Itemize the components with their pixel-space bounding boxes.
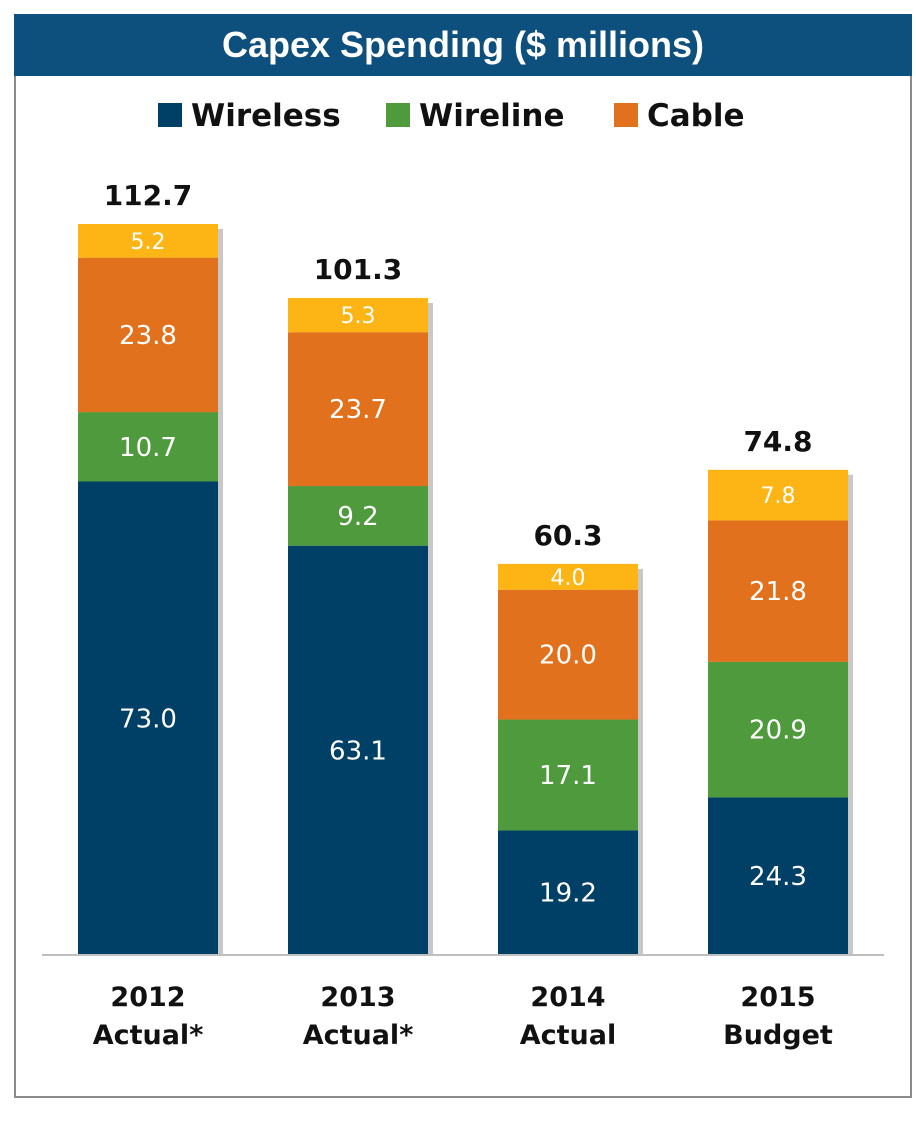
value-label-cable-segment-2014: 20.0 [539,641,597,671]
wireline-segment-2014 [498,719,638,831]
wireline-segment-2015 [708,661,848,798]
value-label-wireline-segment-2012: 10.7 [119,433,177,463]
cable-segment-2014 [498,589,638,720]
value-label-wireless-segment-2012: 73.0 [119,704,177,734]
wireline-segment-2013 [288,486,428,546]
total-label-2014: 60.3 [533,519,602,552]
legend-label-wireless: Wireless [191,98,341,134]
bar-plot-area: 73.0 10.7 23.8 5.2 112.7 63.1 9.2 23.7 5.3 101.3 1… [78,179,853,955]
category-label-2015-line1: 2015 [740,982,815,1013]
value-label-other-segment-2013: 5.3 [341,304,376,329]
wireline-segment-2012 [78,412,218,482]
total-label-2015: 74.8 [743,425,812,458]
category-label-2014-line1: 2014 [530,982,605,1013]
total-label-2012: 112.7 [104,179,193,212]
value-label-other-segment-2014: 4.0 [551,566,586,591]
wireless-segment-2012 [78,481,218,955]
value-label-cable-segment-2012: 23.8 [119,321,177,351]
category-label-2013-line2: Actual* [303,1020,414,1051]
cable-segment-2013 [288,332,428,487]
legend-swatch-cable [614,103,638,127]
total-label-2013: 101.3 [314,253,403,286]
other-segment-2015 [708,469,848,521]
category-label-2015-line2: Budget [723,1020,833,1051]
other-segment-2013 [288,297,428,333]
legend: Wireless Wireline Cable [158,98,745,134]
legend-swatch-wireline [386,103,410,127]
cable-segment-2015 [708,520,848,662]
value-label-wireless-segment-2015: 24.3 [749,862,807,892]
value-label-wireless-segment-2014: 19.2 [539,879,597,909]
value-label-wireline-segment-2014: 17.1 [539,761,597,791]
other-segment-2012 [78,224,218,258]
legend-label-wireline: Wireline [419,98,564,134]
category-label-2013-line1: 2013 [320,982,395,1013]
other-segment-2014 [498,563,638,590]
category-label-2014-line2: Actual [520,1020,617,1051]
value-label-wireline-segment-2015: 20.9 [749,716,807,746]
category-label-2012-line1: 2012 [110,982,185,1013]
cable-segment-2012 [78,257,218,413]
value-label-other-segment-2012: 5.2 [131,230,166,255]
wireless-segment-2015 [708,797,848,955]
value-label-cable-segment-2015: 21.8 [749,577,807,607]
category-labels: 2012 Actual* 2013 Actual* 2014 Actual 2015 Budg… [93,982,833,1051]
category-label-2012-line2: Actual* [93,1020,204,1051]
legend-label-cable: Cable [647,98,745,134]
legend-swatch-wireless [158,103,182,127]
wireless-segment-2014 [498,830,638,955]
value-label-other-segment-2015: 7.8 [761,484,796,509]
value-label-wireline-segment-2013: 9.2 [337,502,378,532]
chart-title: Capex Spending ($ millions) [14,14,912,76]
value-label-cable-segment-2013: 23.7 [329,395,387,425]
wireless-segment-2013 [288,545,428,955]
value-label-wireless-segment-2013: 63.1 [329,736,387,766]
